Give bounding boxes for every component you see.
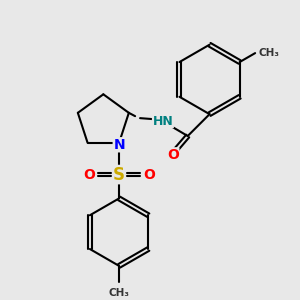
Text: O: O [143, 168, 155, 182]
Text: CH₃: CH₃ [109, 288, 130, 298]
Text: CH₃: CH₃ [258, 48, 279, 58]
Text: N: N [113, 138, 125, 152]
Text: HN: HN [152, 115, 173, 128]
Text: O: O [83, 168, 95, 182]
Text: S: S [113, 166, 125, 184]
Text: O: O [167, 148, 179, 162]
